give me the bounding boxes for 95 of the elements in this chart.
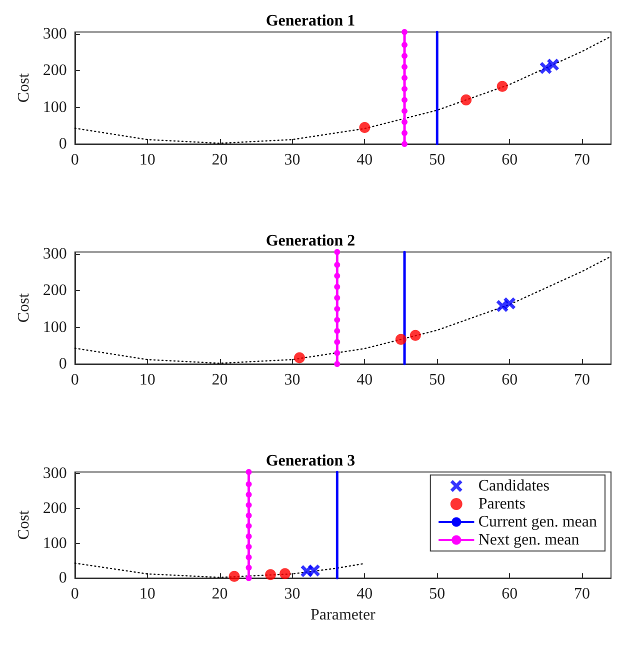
chart-title: Generation 1 bbox=[266, 12, 356, 30]
x-tick-label: 40 bbox=[356, 372, 373, 388]
point bbox=[402, 130, 408, 136]
point bbox=[334, 338, 340, 345]
x-tick-label: 10 bbox=[139, 372, 156, 388]
legend-label: Parents bbox=[478, 496, 526, 512]
point bbox=[402, 29, 408, 35]
point bbox=[410, 330, 421, 341]
x-tick-label: 50 bbox=[429, 152, 446, 168]
legend-label: Candidates bbox=[478, 478, 550, 494]
x-tick-label: 70 bbox=[574, 372, 590, 388]
point bbox=[334, 350, 340, 356]
point bbox=[334, 328, 340, 334]
point bbox=[402, 52, 408, 59]
x-tick-label: 60 bbox=[502, 586, 518, 603]
x-tick-label: 10 bbox=[139, 152, 156, 168]
point bbox=[460, 94, 472, 106]
chart-title: Generation 2 bbox=[266, 232, 356, 250]
y-tick-label: 200 bbox=[42, 62, 67, 80]
point bbox=[334, 294, 340, 301]
x-tick-label: 60 bbox=[502, 152, 518, 168]
point bbox=[246, 533, 252, 540]
y-tick-label: 300 bbox=[42, 465, 67, 482]
point bbox=[334, 272, 340, 279]
point bbox=[308, 564, 320, 576]
x-tick-label: 0 bbox=[70, 586, 79, 603]
x-tick-label: 30 bbox=[284, 372, 300, 388]
x-tick-label: 30 bbox=[284, 152, 300, 168]
point bbox=[246, 544, 252, 550]
point bbox=[402, 118, 408, 125]
y-tick-label: 300 bbox=[42, 25, 67, 42]
y-axis-title: Cost bbox=[16, 72, 32, 103]
point bbox=[228, 570, 240, 582]
x-tick-label: 40 bbox=[356, 152, 373, 168]
legend-label: Next gen. mean bbox=[478, 532, 580, 548]
point bbox=[402, 108, 408, 114]
point bbox=[246, 575, 252, 582]
point bbox=[246, 522, 252, 529]
line-series bbox=[74, 36, 612, 144]
point bbox=[496, 80, 508, 92]
x-tick-label: 30 bbox=[284, 586, 300, 603]
x-tick-label: 10 bbox=[139, 586, 156, 603]
point bbox=[402, 141, 408, 147]
point bbox=[402, 64, 408, 70]
point bbox=[402, 42, 408, 48]
point bbox=[402, 96, 408, 103]
x-tick-label: 50 bbox=[429, 372, 446, 388]
x-tick-label: 20 bbox=[212, 372, 228, 388]
legend-label: Current gen. mean bbox=[478, 514, 597, 530]
point bbox=[334, 284, 340, 290]
y-tick-label: 0 bbox=[58, 570, 67, 587]
point bbox=[359, 122, 370, 133]
point bbox=[402, 86, 408, 92]
x-tick-label: 60 bbox=[502, 372, 518, 388]
y-tick-label: 0 bbox=[58, 356, 67, 372]
x-tick-label: 0 bbox=[70, 372, 79, 388]
y-tick-label: 100 bbox=[42, 318, 67, 336]
point bbox=[334, 361, 340, 367]
line-series bbox=[74, 562, 366, 578]
x-tick-label: 20 bbox=[212, 152, 228, 168]
point bbox=[265, 569, 276, 580]
x-tick-label: 40 bbox=[356, 586, 373, 603]
point bbox=[294, 352, 305, 364]
point bbox=[246, 492, 252, 498]
point bbox=[246, 469, 252, 475]
y-axis-title: Cost bbox=[16, 510, 32, 540]
point bbox=[334, 316, 340, 323]
y-tick-label: 300 bbox=[42, 245, 67, 262]
x-tick-label: 20 bbox=[212, 586, 228, 603]
y-tick-label: 0 bbox=[58, 136, 67, 152]
point bbox=[246, 502, 252, 508]
point bbox=[246, 564, 252, 571]
point bbox=[246, 481, 252, 488]
point bbox=[280, 568, 290, 580]
y-axis-title: Cost bbox=[16, 292, 32, 323]
y-tick-label: 100 bbox=[42, 98, 67, 116]
point bbox=[246, 554, 252, 560]
y-tick-label: 200 bbox=[42, 282, 67, 300]
point bbox=[246, 512, 252, 518]
y-tick-label: 200 bbox=[42, 500, 67, 518]
x-tick-label: 70 bbox=[574, 586, 590, 603]
x-tick-label: 50 bbox=[429, 586, 446, 603]
x-tick-label: 70 bbox=[574, 152, 590, 168]
point bbox=[395, 334, 406, 345]
y-tick-label: 100 bbox=[42, 534, 67, 552]
point bbox=[334, 262, 340, 268]
point bbox=[334, 249, 340, 255]
point bbox=[402, 74, 408, 81]
point bbox=[334, 306, 340, 312]
x-axis-title: Parameter bbox=[310, 606, 376, 624]
point bbox=[504, 297, 516, 310]
line-series bbox=[74, 256, 612, 364]
x-tick-label: 0 bbox=[70, 152, 79, 168]
chart-title: Generation 3 bbox=[266, 452, 356, 470]
point bbox=[547, 58, 560, 71]
